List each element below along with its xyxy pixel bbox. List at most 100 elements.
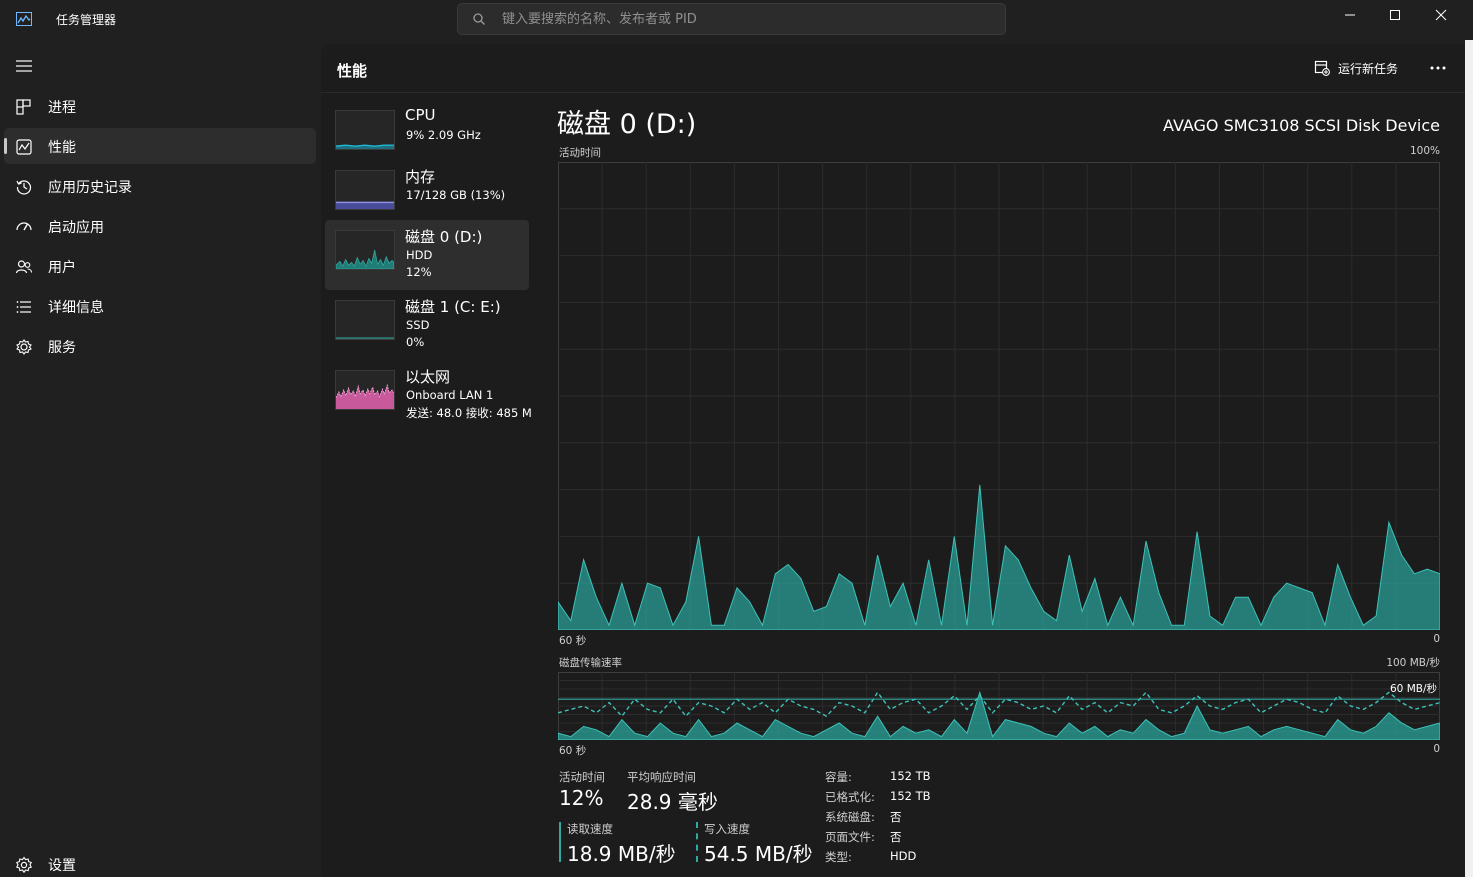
transfer-chart-label: 磁盘传输速率: [559, 657, 622, 669]
transfer-reference-label: 60 MB/秒: [1390, 683, 1437, 695]
resource-name: 磁盘 1 (C: E:): [405, 298, 501, 316]
search-input[interactable]: [502, 8, 982, 30]
window-edge: [1465, 40, 1473, 877]
info-value: 152 TB: [890, 789, 931, 803]
nav-item-settings[interactable]: 设置: [4, 846, 316, 877]
run-task-icon: [1314, 60, 1330, 76]
disk-model: AVAGO SMC3108 SCSI Disk Device: [1163, 116, 1440, 135]
title-bar: 任务管理器: [0, 0, 1473, 40]
minimize-icon: [1345, 14, 1355, 16]
info-value: 152 TB: [890, 769, 931, 783]
resource-usage: 12%: [406, 265, 432, 279]
run-new-task-button[interactable]: 运行新任务: [1314, 58, 1398, 78]
info-value: 否: [890, 830, 902, 844]
page-title: 性能: [337, 62, 368, 80]
info-label: 容量:: [825, 770, 852, 784]
settings-label: 设置: [48, 858, 76, 874]
disk0-thumbnail-graph: [335, 230, 395, 270]
search-icon: [473, 13, 485, 25]
resource-detail: HDD: [406, 248, 433, 262]
task-manager-app-icon: [16, 12, 32, 26]
processes-icon: [16, 99, 31, 115]
info-value: HDD: [890, 849, 917, 863]
nav-item-label: 应用历史记录: [48, 180, 132, 196]
resource-name: CPU: [405, 106, 436, 124]
transfer-time-right: 0: [1433, 743, 1440, 755]
nav-item-label: 详细信息: [48, 300, 104, 316]
response-time-value: 28.9 毫秒: [627, 790, 718, 814]
startup-icon: [16, 222, 32, 231]
write-speed-indicator: [696, 822, 698, 862]
resource-item-disk-0[interactable]: 磁盘 0 (D:) HDD 12%: [325, 220, 529, 290]
info-value: 否: [890, 810, 902, 824]
disk-title: 磁盘 0 (D:): [557, 109, 697, 140]
close-icon: [1435, 9, 1447, 21]
nav-item-performance[interactable]: 性能: [4, 128, 316, 164]
resource-item-ethernet[interactable]: 以太网 Onboard LAN 1 发送: 48.0 接收: 485 M: [325, 364, 532, 434]
activity-time-left: 60 秒: [559, 635, 587, 647]
active-time-label: 活动时间: [559, 770, 605, 784]
main-panel: 性能 运行新任务 CPU 9% 2.09 GHz 内存 17/128 GB (1…: [321, 44, 1465, 877]
nav-item-processes[interactable]: 进程: [4, 88, 316, 124]
nav-item-app-history[interactable]: 应用历史记录: [4, 168, 316, 204]
read-speed-label: 读取速度: [567, 822, 613, 836]
resource-name: 磁盘 0 (D:): [405, 228, 483, 246]
resource-item-cpu[interactable]: CPU 9% 2.09 GHz: [325, 104, 529, 174]
nav-item-startup-apps[interactable]: 启动应用: [4, 208, 316, 244]
hamburger-menu-icon[interactable]: [15, 59, 33, 73]
transfer-chart-max: 100 MB/秒: [1386, 657, 1440, 669]
resource-detail: 9% 2.09 GHz: [406, 128, 481, 142]
transfer-time-left: 60 秒: [559, 745, 587, 757]
nav-item-users[interactable]: 用户: [4, 248, 316, 284]
read-speed-series-area: [558, 690, 1440, 740]
nav-item-label: 启动应用: [48, 220, 104, 236]
write-speed-series-line: [558, 691, 1440, 718]
run-task-label: 运行新任务: [1338, 61, 1399, 76]
resource-item-disk-1[interactable]: 磁盘 1 (C: E:) SSD 0%: [325, 294, 529, 364]
resource-detail: 17/128 GB (13%): [406, 188, 506, 202]
history-icon: [16, 180, 32, 195]
close-button[interactable]: [1418, 0, 1464, 30]
more-options-button[interactable]: [1423, 56, 1453, 80]
maximize-icon: [1390, 10, 1400, 20]
info-label: 已格式化:: [825, 790, 875, 804]
resource-item-memory[interactable]: 内存 17/128 GB (13%): [325, 164, 529, 234]
resource-detail: Onboard LAN 1: [406, 388, 494, 402]
activity-chart-label: 活动时间: [559, 147, 601, 159]
nav-item-label: 进程: [48, 100, 76, 116]
services-icon: [16, 339, 32, 355]
active-time-value: 12%: [559, 786, 604, 810]
details-icon: [16, 301, 31, 313]
search-box[interactable]: [457, 3, 1006, 35]
activity-time-right: 0: [1433, 633, 1440, 645]
minimize-button[interactable]: [1327, 0, 1373, 30]
nav-item-label: 用户: [48, 260, 76, 276]
app-title: 任务管理器: [56, 13, 117, 27]
write-speed-value: 54.5 MB/秒: [704, 842, 813, 866]
nav-item-details[interactable]: 详细信息: [4, 288, 316, 324]
activity-time-chart: [558, 162, 1440, 630]
activity-chart-max: 100%: [1409, 145, 1440, 157]
info-label: 页面文件:: [825, 830, 875, 844]
settings-icon: [16, 856, 32, 874]
sidebar: 进程 性能 应用历史记录 启动应用 用户: [0, 40, 320, 877]
resource-usage: 0%: [406, 335, 425, 349]
activity-series-area: [558, 484, 1440, 630]
transfer-rate-chart: [558, 672, 1440, 740]
users-icon: [15, 260, 33, 274]
nav-item-label: 性能: [48, 140, 76, 156]
info-label: 系统磁盘:: [825, 810, 875, 824]
resource-throughput: 发送: 48.0 接收: 485 M: [406, 406, 532, 420]
nav-item-services[interactable]: 服务: [4, 328, 316, 364]
read-speed-indicator: [559, 822, 561, 862]
nav-item-label: 服务: [48, 340, 76, 356]
maximize-button[interactable]: [1372, 0, 1418, 30]
ethernet-thumbnail-graph: [335, 370, 395, 410]
performance-icon: [16, 139, 32, 155]
resource-name: 内存: [405, 168, 436, 186]
info-label: 类型:: [825, 850, 852, 864]
more-icon: [1430, 66, 1446, 70]
resource-name: 以太网: [405, 368, 451, 386]
memory-thumbnail-graph: [335, 170, 395, 210]
read-speed-value: 18.9 MB/秒: [567, 842, 676, 866]
